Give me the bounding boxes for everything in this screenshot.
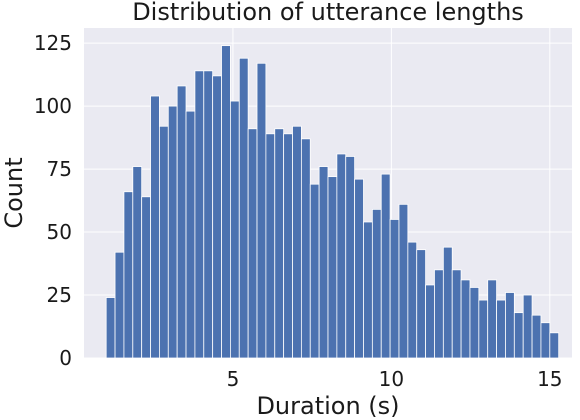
histogram-bar [478, 299, 489, 359]
bars [105, 45, 560, 359]
histogram-bar [531, 314, 542, 359]
histogram-bar [141, 196, 151, 359]
y-tick-label: 0 [59, 346, 72, 370]
histogram-bar [496, 299, 506, 359]
histogram-bar [513, 312, 524, 359]
histogram-bar [176, 85, 187, 359]
histogram-bar [203, 70, 214, 359]
histogram-bar [123, 191, 134, 359]
histogram-bar [434, 269, 444, 359]
x-tick-labels: 5 10 15 [227, 367, 563, 391]
y-tick-label: 100 [34, 94, 72, 118]
histogram-bar [265, 133, 276, 359]
x-axis-label: Duration (s) [256, 392, 399, 420]
y-tick-labels: 0 25 50 75 100 125 [34, 31, 72, 370]
y-tick-label: 25 [47, 283, 72, 307]
histogram-bar [238, 57, 249, 359]
histogram-bar [354, 178, 364, 359]
histogram-bar [371, 208, 382, 359]
histogram-bar [300, 138, 311, 359]
x-tick-label: 15 [537, 367, 562, 391]
histogram-bar [274, 128, 285, 359]
histogram-bar [159, 125, 169, 359]
histogram-bar [283, 133, 293, 359]
histogram-bar [540, 322, 551, 359]
y-axis-label: Count [0, 157, 28, 228]
histogram-bar [380, 173, 391, 359]
histogram-bar [363, 221, 373, 359]
histogram-bar [460, 279, 471, 359]
y-tick-label: 75 [47, 157, 72, 181]
histogram-bar [318, 166, 329, 359]
histogram-bar [327, 176, 338, 359]
histogram-bar [150, 95, 160, 359]
histogram-bar [469, 287, 480, 359]
histogram-bar [114, 251, 125, 359]
x-tick-label: 5 [227, 367, 240, 391]
y-tick-label: 50 [47, 220, 72, 244]
histogram-bar [292, 125, 302, 359]
histogram-bar [425, 284, 435, 359]
histogram-bar [256, 62, 267, 359]
histogram-bar [451, 269, 462, 359]
histogram-bar [442, 246, 453, 359]
histogram-bar [212, 75, 222, 359]
histogram-bar [416, 249, 426, 359]
histogram-bar [167, 105, 178, 359]
chart-title: Distribution of utterance lengths [132, 0, 524, 26]
histogram-bar [549, 332, 560, 359]
histogram-bar [221, 45, 231, 359]
histogram-bar [309, 183, 320, 359]
histogram-bar [185, 110, 196, 359]
histogram-bar [247, 128, 258, 359]
histogram-bar [345, 156, 356, 359]
histogram-bar [105, 297, 116, 359]
histogram-bar [505, 292, 515, 359]
histogram-bar [229, 100, 240, 359]
y-tick-label: 125 [34, 31, 72, 55]
histogram-bar [389, 219, 400, 359]
histogram-bar [407, 241, 418, 359]
histogram-bar [487, 279, 497, 359]
histogram-bar [132, 166, 143, 359]
histogram-bar [398, 203, 409, 359]
x-tick-label: 10 [379, 367, 404, 391]
histogram-bar [194, 70, 205, 359]
histogram-bar [336, 153, 347, 359]
histogram-bar [522, 294, 533, 359]
